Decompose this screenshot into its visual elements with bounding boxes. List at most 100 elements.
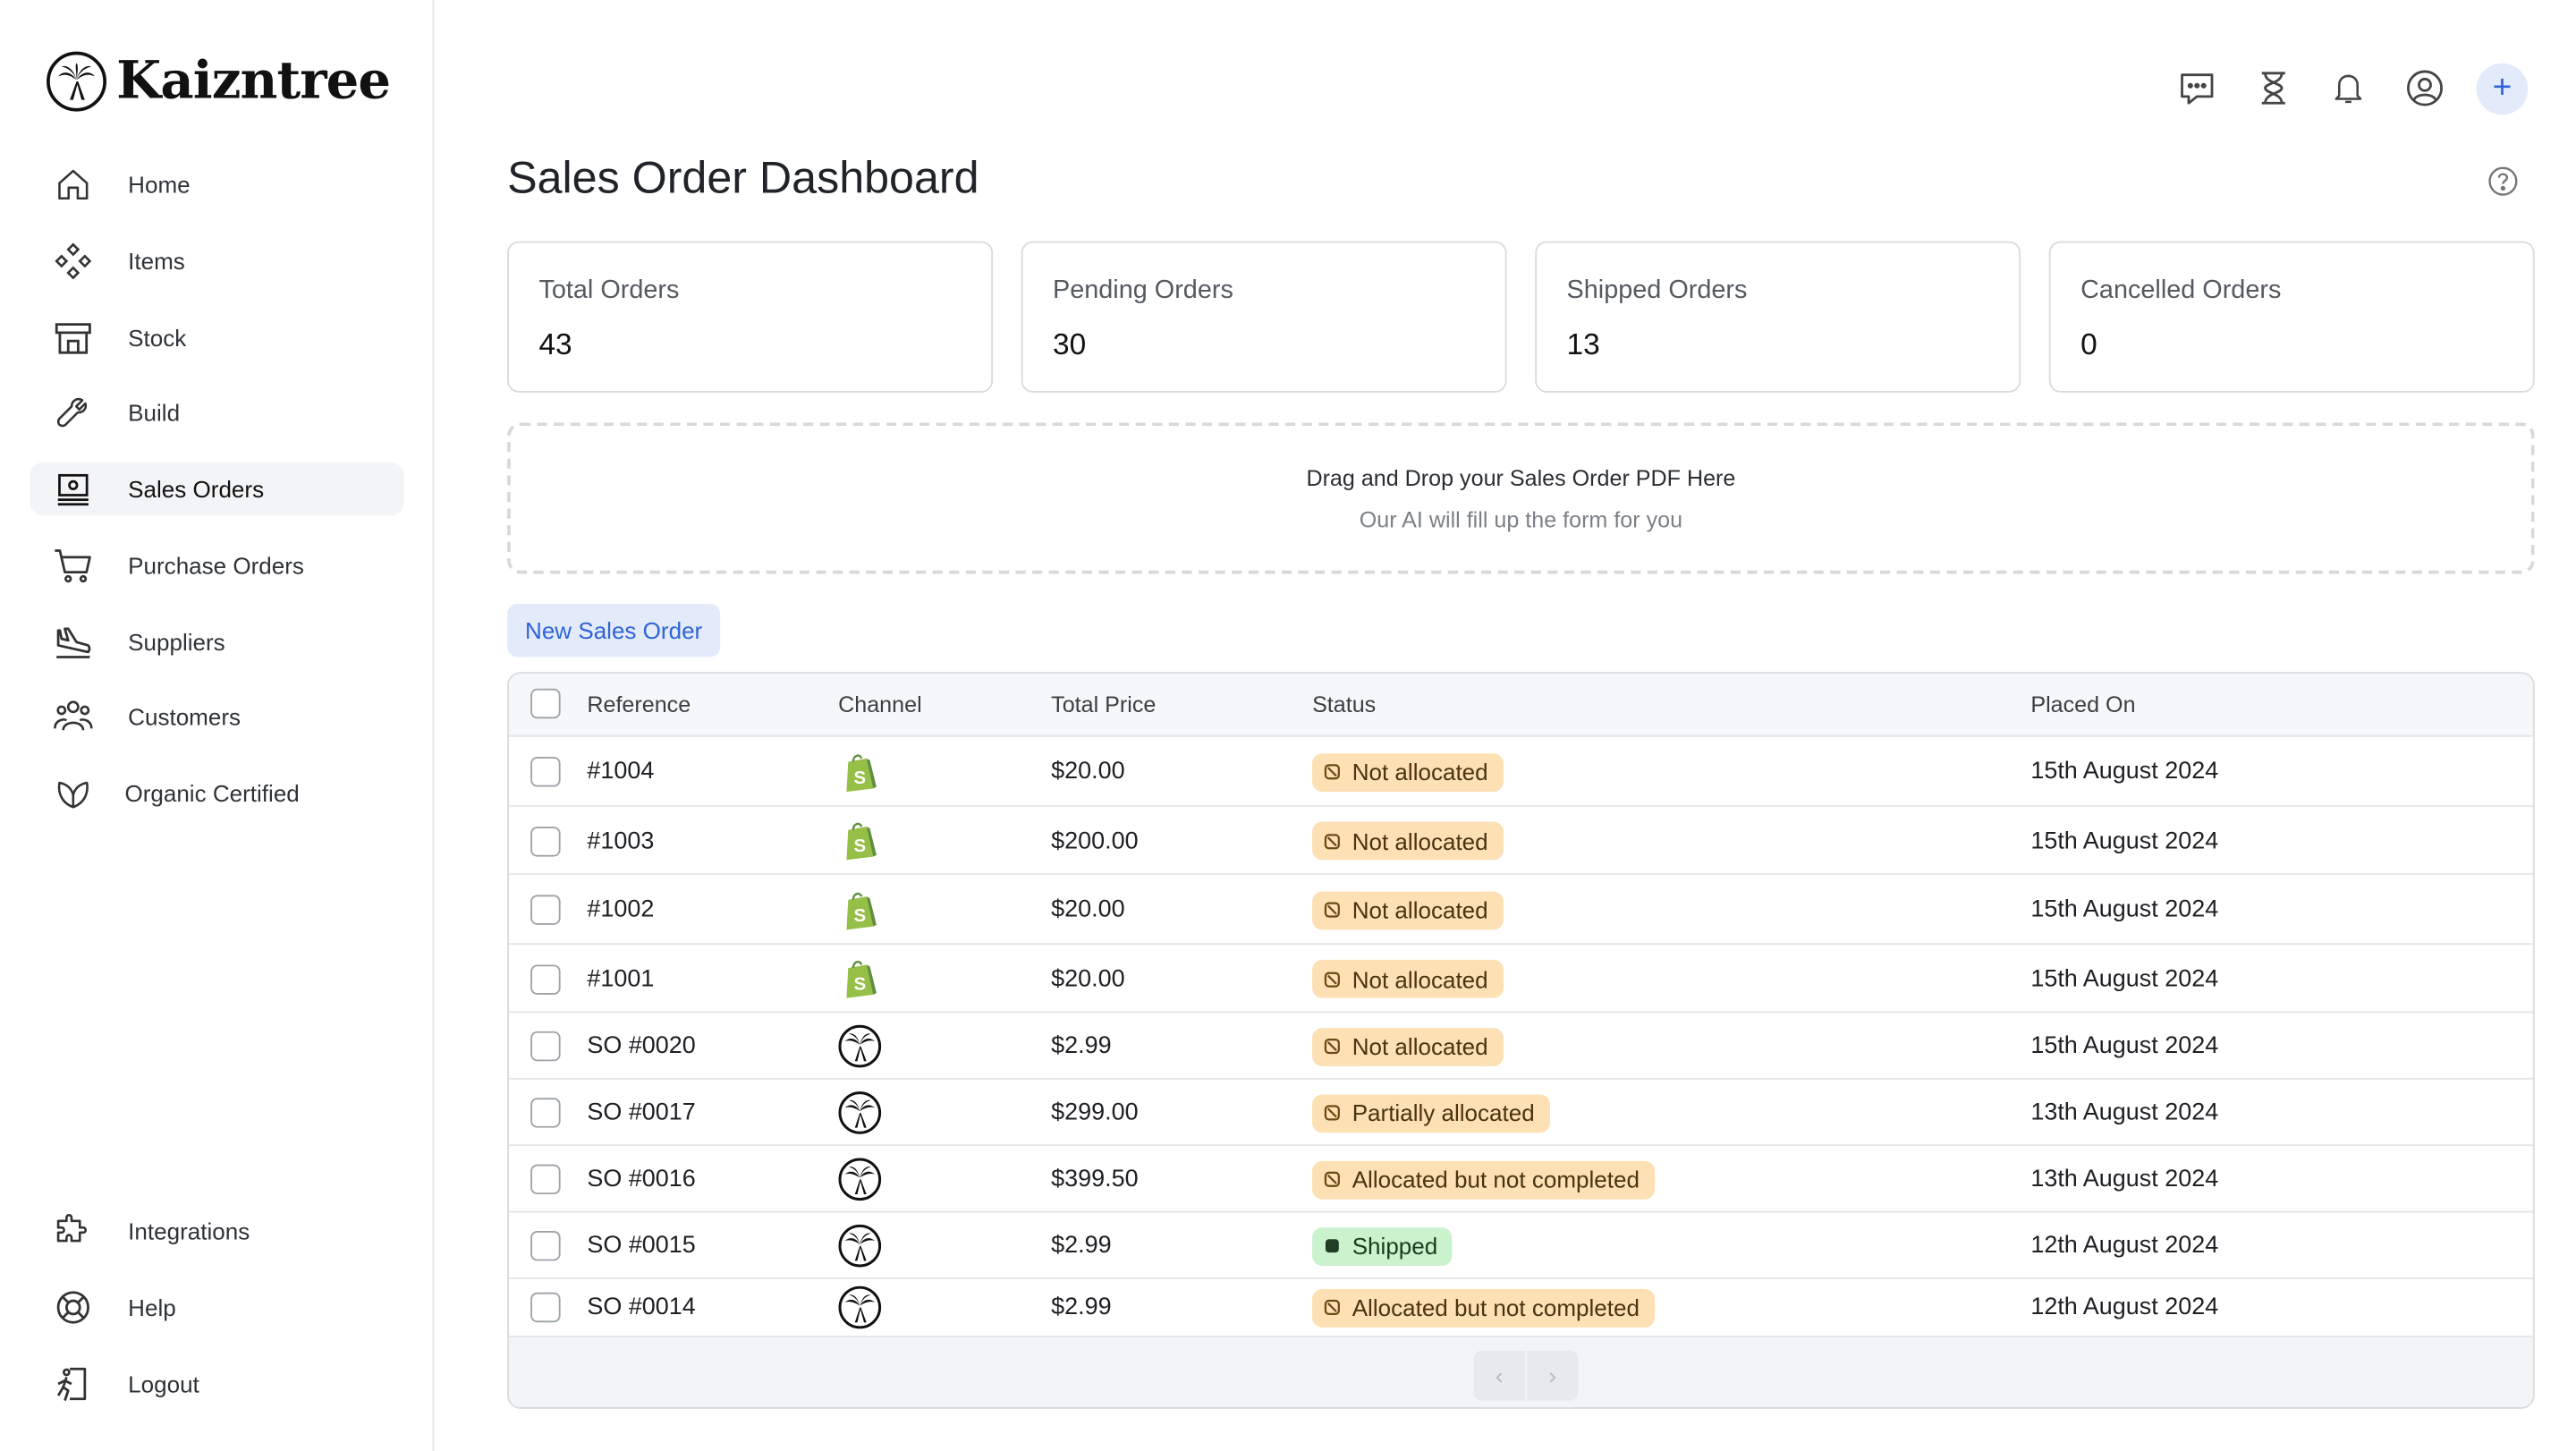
- status-badge: Allocated but not completed: [1312, 1159, 1655, 1199]
- row-checkbox[interactable]: [530, 1230, 561, 1261]
- sidebar-item-label: Suppliers: [128, 628, 225, 656]
- status-label: Allocated but not completed: [1352, 1166, 1640, 1193]
- column-header-reference[interactable]: Reference: [587, 692, 691, 717]
- table-row[interactable]: SO #0014 $2.99 Allocated but not completed…: [509, 1279, 2533, 1336]
- svg-text:S: S: [853, 973, 866, 994]
- sidebar-item-purchase-orders[interactable]: Purchase Orders: [30, 539, 403, 592]
- sidebar-item-label: Home: [128, 171, 191, 199]
- table-row[interactable]: #1003 S $200.00 Not allocated 15th August 20…: [508, 807, 2533, 876]
- sidebar-item-items[interactable]: Items: [30, 234, 403, 288]
- order-reference[interactable]: SO #0016: [587, 1166, 696, 1193]
- status-label: Not allocated: [1352, 758, 1488, 785]
- order-reference[interactable]: SO #0014: [587, 1294, 696, 1321]
- order-total-price: $20.00: [1051, 965, 1125, 993]
- order-placed-on: 15th August 2024: [2030, 1032, 2219, 1060]
- column-header-placed-on[interactable]: Placed On: [2030, 692, 2136, 717]
- wrench-icon: [54, 393, 94, 433]
- column-header-total-price[interactable]: Total Price: [1051, 692, 1157, 717]
- home-icon: [54, 165, 94, 205]
- sidebar-item-sales-orders[interactable]: Sales Orders: [30, 462, 404, 516]
- table-row[interactable]: #1004 S $20.00 Not allocated 15th August 202…: [508, 737, 2533, 807]
- row-checkbox[interactable]: [530, 1031, 561, 1062]
- chat-icon[interactable]: [2172, 64, 2222, 114]
- order-reference[interactable]: SO #0020: [587, 1032, 696, 1060]
- sidebar-item-label: Stock: [128, 324, 187, 352]
- new-sales-order-button[interactable]: New Sales Order: [507, 603, 721, 658]
- cart-icon: [54, 546, 94, 586]
- order-placed-on: 12th August 2024: [2030, 1232, 2219, 1260]
- svg-text:S: S: [853, 767, 866, 787]
- sidebar-item-organic-certified[interactable]: Organic Certified: [30, 767, 403, 820]
- column-header-status[interactable]: Status: [1312, 692, 1377, 717]
- order-reference[interactable]: #1004: [587, 758, 655, 785]
- row-checkbox[interactable]: [530, 1292, 561, 1323]
- sidebar-item-label: Help: [128, 1294, 176, 1321]
- sidebar-item-build[interactable]: Build: [30, 386, 403, 439]
- sidebar-item-customers[interactable]: Customers: [30, 691, 403, 744]
- sidebar-item-logout[interactable]: Logout: [30, 1357, 403, 1411]
- next-page-button[interactable]: ›: [1526, 1350, 1579, 1401]
- table-header: Reference Channel Total Price Status Pla…: [508, 674, 2533, 737]
- lifebuoy-icon: [54, 1287, 94, 1328]
- table-row[interactable]: SO #0017 $299.00 Partially allocated 13th A…: [508, 1080, 2533, 1147]
- row-checkbox[interactable]: [530, 1164, 561, 1195]
- chevron-right-icon: ›: [1548, 1362, 1557, 1389]
- row-checkbox[interactable]: [530, 1098, 561, 1128]
- sidebar-item-help[interactable]: Help: [30, 1281, 403, 1335]
- page-title: Sales Order Dashboard: [507, 153, 979, 203]
- status-label: Partially allocated: [1352, 1099, 1535, 1126]
- order-total-price: $2.99: [1051, 1232, 1112, 1260]
- not-allocated-icon: [1324, 763, 1341, 780]
- row-checkbox[interactable]: [530, 895, 561, 925]
- stat-value: 43: [538, 327, 572, 361]
- pdf-dropzone[interactable]: Drag and Drop your Sales Order PDF Here …: [507, 422, 2535, 574]
- not-allocated-icon: [1324, 1171, 1341, 1188]
- sidebar-item-label: Items: [128, 248, 185, 275]
- prev-page-button[interactable]: ‹: [1473, 1350, 1526, 1401]
- svg-text:S: S: [853, 836, 866, 856]
- add-button[interactable]: +: [2476, 63, 2529, 115]
- stat-label: Pending Orders: [1053, 276, 1233, 305]
- order-reference[interactable]: SO #0017: [587, 1099, 696, 1126]
- order-reference[interactable]: SO #0015: [587, 1232, 696, 1260]
- dropzone-subtitle: Our AI will fill up the form for you: [1359, 507, 1683, 533]
- status-badge: Allocated but not completed: [1312, 1288, 1655, 1327]
- sidebar-item-home[interactable]: Home: [30, 158, 403, 212]
- sidebar-item-label: Organic Certified: [124, 780, 300, 807]
- stat-card-shipped-orders: Shipped Orders 13: [1535, 241, 2021, 393]
- shipped-square-icon: [1324, 1237, 1341, 1254]
- order-reference[interactable]: #1002: [587, 896, 655, 923]
- row-checkbox[interactable]: [530, 826, 561, 856]
- stat-value: 13: [1566, 327, 1600, 361]
- brand-logo[interactable]: Kaizntree: [47, 50, 391, 114]
- table-row[interactable]: SO #0020 $2.99 Not allocated 15th August 20…: [508, 1013, 2533, 1080]
- help-question-icon[interactable]: [2487, 165, 2520, 198]
- leaf-icon: [54, 774, 94, 814]
- user-account-icon[interactable]: [2400, 64, 2450, 114]
- table-row[interactable]: SO #0015 $2.99 Shipped 12th August 2024: [508, 1213, 2533, 1279]
- not-allocated-icon: [1324, 833, 1341, 850]
- sidebar-item-stock[interactable]: Stock: [30, 311, 403, 365]
- bell-icon[interactable]: [2324, 64, 2374, 114]
- table-row[interactable]: #1002 S $20.00 Not allocated 15th August 202…: [508, 875, 2533, 946]
- select-all-checkbox[interactable]: [530, 688, 561, 719]
- order-total-price: $200.00: [1051, 827, 1139, 854]
- row-checkbox[interactable]: [530, 963, 561, 994]
- order-reference[interactable]: #1001: [587, 965, 655, 993]
- table-row[interactable]: SO #0016 $399.50 Allocated but not complet…: [508, 1146, 2533, 1213]
- shopify-icon: S: [838, 819, 881, 862]
- row-checkbox[interactable]: [530, 757, 561, 787]
- order-placed-on: 15th August 2024: [2030, 896, 2219, 923]
- sidebar-item-integrations[interactable]: Integrations: [30, 1204, 403, 1258]
- shopify-icon: S: [838, 751, 881, 793]
- hourglass-icon[interactable]: [2249, 64, 2299, 114]
- table-row[interactable]: #1001 S $20.00 Not allocated 15th August 202…: [508, 945, 2533, 1014]
- plane-landing-icon: [54, 622, 94, 662]
- kaizntree-channel-icon: [838, 1286, 882, 1329]
- column-header-channel[interactable]: Channel: [838, 692, 922, 717]
- order-reference[interactable]: #1003: [587, 827, 655, 854]
- sidebar-item-suppliers[interactable]: Suppliers: [30, 615, 403, 669]
- sales-orders-table: Reference Channel Total Price Status Pla…: [507, 672, 2535, 1409]
- status-badge: Not allocated: [1312, 752, 1504, 792]
- order-placed-on: 13th August 2024: [2030, 1166, 2219, 1193]
